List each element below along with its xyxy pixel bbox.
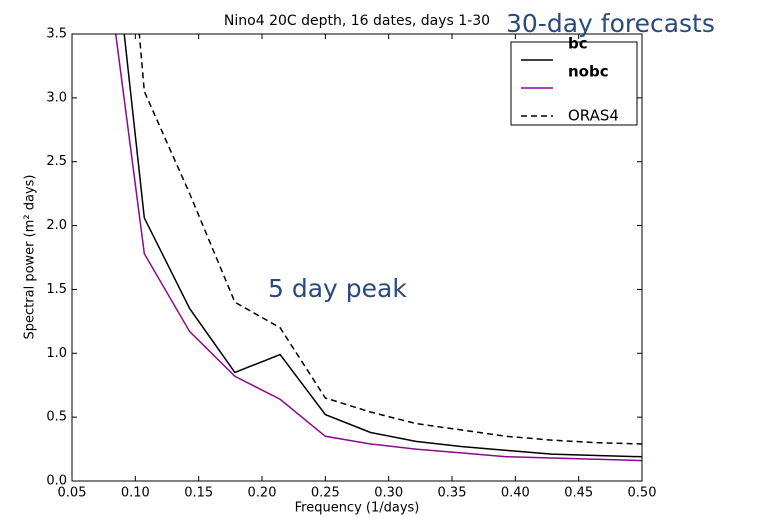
x-tick-label: 0.25: [311, 486, 340, 501]
legend-label: nobc: [568, 63, 609, 81]
y-tick-label: 0.5: [46, 410, 67, 425]
x-axis-label: Frequency (1/days): [295, 501, 420, 516]
annotation: 30-day forecasts: [506, 9, 715, 38]
legend-label: ORAS4: [568, 107, 619, 125]
y-axis-label: Spectral power (m² days): [23, 175, 38, 340]
x-tick-label: 0.05: [58, 486, 87, 501]
y-tick-label: 1.0: [46, 346, 67, 361]
x-tick-label: 0.50: [628, 486, 657, 501]
x-tick-label: 0.30: [374, 486, 403, 501]
y-tick-label: 3.0: [46, 90, 67, 105]
x-tick-label: 0.35: [438, 486, 467, 501]
annotation: 5 day peak: [268, 274, 407, 303]
chart-title: Nino4 20C depth, 16 dates, days 1-30: [224, 13, 490, 29]
x-tick-label: 0.45: [564, 486, 593, 501]
x-tick-label: 0.15: [184, 486, 213, 501]
x-tick-label: 0.20: [248, 486, 277, 501]
series-line: [114, 34, 642, 462]
y-tick-label: 1.5: [46, 282, 67, 297]
y-tick-label: 0.0: [46, 474, 67, 489]
series-line: [123, 34, 642, 458]
y-tick-label: 2.5: [46, 154, 67, 169]
legend: [510, 41, 638, 126]
series-line: [138, 34, 642, 445]
y-tick-label: 3.5: [46, 27, 67, 42]
y-tick-label: 2.0: [46, 218, 67, 233]
plot-frame: [71, 33, 643, 482]
legend-label: bc: [568, 35, 588, 53]
x-tick-label: 0.40: [501, 486, 530, 501]
x-tick-label: 0.10: [121, 486, 150, 501]
plot-area: [114, 34, 642, 462]
